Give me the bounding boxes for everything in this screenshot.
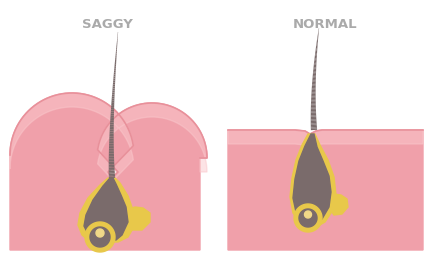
Polygon shape [228,130,423,250]
Polygon shape [10,93,207,192]
Polygon shape [228,130,423,148]
Polygon shape [120,207,150,230]
Polygon shape [84,178,128,242]
Polygon shape [78,178,135,244]
Polygon shape [304,211,311,218]
Text: SAGGY: SAGGY [82,18,133,31]
Polygon shape [293,134,331,223]
Polygon shape [324,194,348,215]
Text: NORMAL: NORMAL [293,18,358,31]
Polygon shape [10,93,207,250]
Polygon shape [90,227,110,247]
Polygon shape [96,229,104,237]
Polygon shape [85,222,115,252]
Polygon shape [299,209,317,227]
Polygon shape [294,204,322,232]
Polygon shape [290,134,336,226]
